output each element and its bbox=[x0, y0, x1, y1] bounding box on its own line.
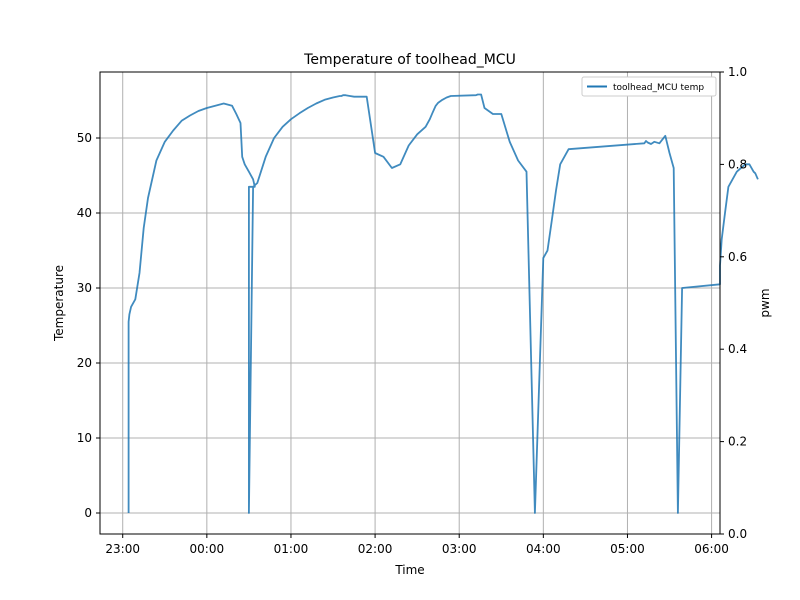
x-tick-label: 06:00 bbox=[694, 542, 729, 556]
x-tick-label: 00:00 bbox=[190, 542, 225, 556]
x-tick-label: 05:00 bbox=[610, 542, 645, 556]
x-tick-label: 23:00 bbox=[105, 542, 140, 556]
x-tick-label: 03:00 bbox=[442, 542, 477, 556]
plot-area-frame bbox=[99, 71, 721, 535]
y2-axis-ticks: 0.0 0.2 0.4 0.6 0.8 1.0 bbox=[720, 65, 747, 541]
legend-box bbox=[581, 76, 717, 97]
legend: toolhead_MCU temp bbox=[581, 76, 717, 97]
y2-tick-label: 0.2 bbox=[728, 435, 747, 449]
y-axis-label: Temperature bbox=[52, 265, 66, 342]
y-tick-label: 30 bbox=[77, 281, 92, 295]
y2-tick-label: 0.6 bbox=[728, 250, 747, 264]
x-tick-label: 02:00 bbox=[358, 542, 393, 556]
y-tick-label: 10 bbox=[77, 431, 92, 445]
series-layer bbox=[127, 93, 759, 514]
y-tick-label: 50 bbox=[77, 131, 92, 145]
y2-tick-label: 0.8 bbox=[728, 157, 747, 171]
x-tick-label: 04:00 bbox=[526, 542, 561, 556]
series-line-0 bbox=[127, 93, 759, 514]
y-tick-label: 0 bbox=[84, 506, 92, 520]
y-tick-label: 40 bbox=[77, 206, 92, 220]
chart-title: Temperature of toolhead_MCU bbox=[303, 52, 516, 68]
grid-lines bbox=[100, 72, 720, 534]
y2-tick-label: 1.0 bbox=[728, 65, 747, 79]
x-tick-label: 01:00 bbox=[274, 542, 309, 556]
x-axis-ticks: 23:00 00:00 01:00 02:00 03:00 04:00 05:00 06:00 bbox=[105, 534, 729, 556]
y-axis-ticks: 0 10 20 30 40 50 bbox=[77, 131, 100, 520]
y-tick-label: 20 bbox=[77, 356, 92, 370]
x-axis-label: Time bbox=[394, 563, 424, 577]
y2-tick-label: 0.0 bbox=[728, 527, 747, 541]
y2-tick-label: 0.4 bbox=[728, 342, 747, 356]
legend-label: toolhead_MCU temp bbox=[613, 83, 704, 93]
y2-axis-label: pwm bbox=[758, 288, 772, 317]
